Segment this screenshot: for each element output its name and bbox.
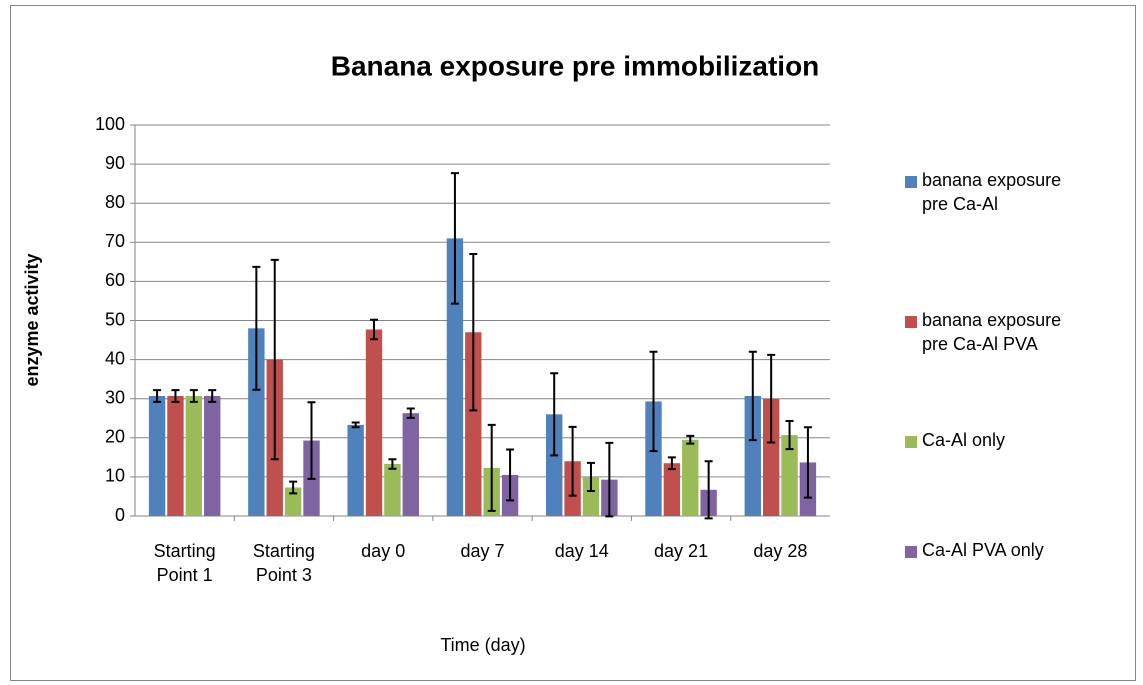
bar	[744, 395, 761, 516]
legend-swatch	[905, 316, 917, 328]
bar	[148, 395, 166, 516]
bar	[663, 463, 681, 516]
legend-label: banana exposure pre Ca-Al PVA	[922, 310, 1062, 354]
bar	[465, 332, 482, 516]
error-bar	[586, 461, 595, 492]
error-bar	[506, 448, 515, 502]
error-bar	[785, 419, 794, 451]
bar	[167, 395, 184, 516]
error-bar	[307, 401, 316, 480]
error-bar	[450, 172, 459, 305]
error-bar	[649, 350, 658, 453]
bar	[365, 329, 383, 516]
bar	[645, 401, 662, 516]
bar	[402, 413, 419, 516]
y-tick-label: 30	[105, 387, 125, 407]
error-bar	[208, 389, 217, 403]
error-bar	[252, 265, 261, 391]
error-bar	[767, 353, 776, 444]
y-tick-label: 100	[95, 114, 125, 134]
bar	[347, 424, 364, 516]
bar	[546, 414, 563, 516]
chart-frame	[10, 5, 1136, 681]
y-tick-label: 70	[105, 231, 125, 251]
bar	[384, 463, 401, 516]
error-bar	[686, 434, 695, 445]
error-bar	[370, 318, 379, 341]
y-tick-label: 20	[105, 427, 125, 447]
chart-title: Banana exposure pre immobilization	[331, 50, 820, 81]
x-tick-label: day 0	[361, 541, 406, 561]
error-bar	[171, 389, 180, 403]
error-bar	[388, 458, 397, 470]
legend-swatch	[905, 436, 917, 448]
error-bar	[605, 441, 614, 518]
y-tick-label: 0	[115, 505, 125, 525]
error-bar	[550, 372, 559, 457]
y-tick-label: 10	[105, 466, 125, 486]
error-bar	[748, 350, 757, 442]
error-bar	[704, 460, 713, 520]
error-bar	[667, 456, 676, 471]
error-bar	[153, 389, 162, 403]
error-bar	[469, 253, 478, 412]
bar	[185, 395, 203, 516]
legend-swatch	[905, 176, 917, 188]
bar	[582, 476, 600, 516]
y-tick-label: 40	[105, 348, 125, 368]
y-tick-label: 90	[105, 153, 125, 173]
x-tick-label: day 7	[460, 541, 505, 561]
x-tick-label: Starting Point 1	[153, 541, 216, 585]
x-tick-label: day 28	[753, 541, 808, 561]
bar	[762, 398, 780, 516]
legend-label: Ca-Al only	[922, 430, 1006, 450]
x-tick-label: Starting Point 3	[252, 541, 315, 585]
error-bar	[487, 423, 496, 512]
bar	[781, 435, 798, 516]
legend-label: banana exposure pre Ca-Al	[922, 170, 1062, 214]
error-bar	[406, 407, 415, 419]
bar	[446, 238, 464, 516]
error-bar	[351, 421, 360, 429]
x-tick-label: day 21	[654, 541, 709, 561]
bar	[248, 328, 265, 516]
bar	[682, 439, 699, 516]
error-bar	[270, 258, 279, 461]
error-bar	[803, 426, 812, 499]
error-bar	[189, 389, 198, 403]
legend-swatch	[905, 546, 917, 558]
legend-label: Ca-Al PVA only	[922, 540, 1044, 560]
error-bar	[568, 425, 577, 497]
y-tick-label: 60	[105, 270, 125, 290]
x-axis-title: Time (day)	[440, 635, 525, 655]
y-tick-label: 80	[105, 192, 125, 212]
bar	[284, 487, 302, 516]
error-bar	[289, 480, 298, 495]
x-tick-label: day 14	[554, 541, 609, 561]
y-axis-title: enzyme activity	[22, 253, 42, 386]
y-tick-label: 50	[105, 309, 125, 329]
bar	[204, 395, 221, 516]
